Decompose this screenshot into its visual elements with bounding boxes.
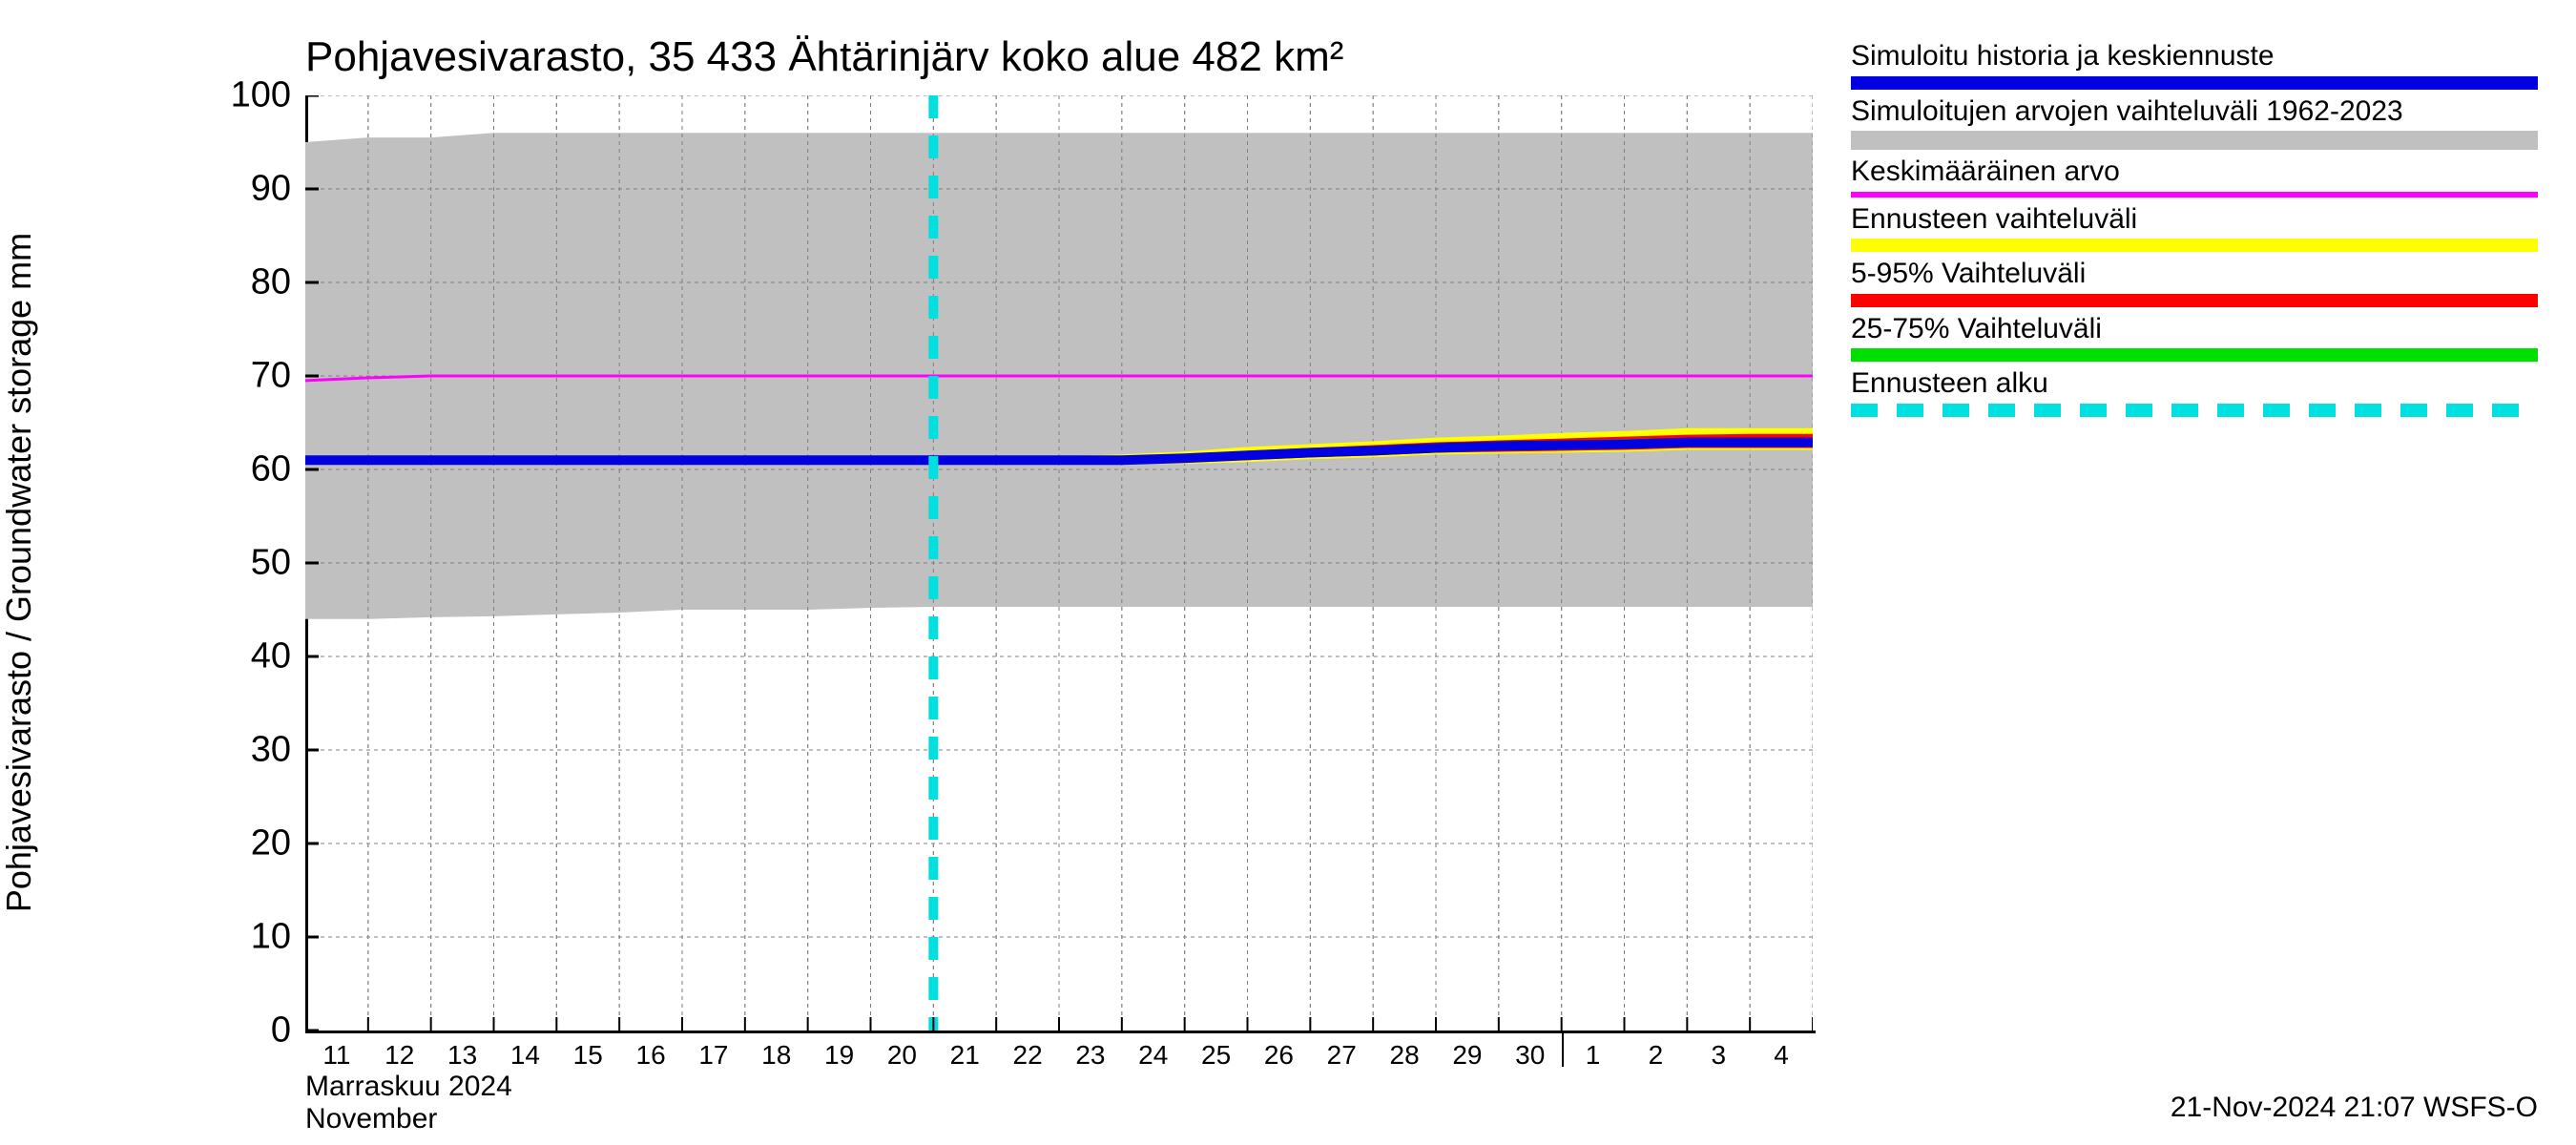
legend-item: Ennusteen alku	[1851, 365, 2538, 417]
legend-label: Simuloitujen arvojen vaihteluväli 1962-2…	[1851, 94, 2538, 130]
legend-label: Simuloitu historia ja keskiennuste	[1851, 38, 2538, 74]
legend-item: Simuloitujen arvojen vaihteluväli 1962-2…	[1851, 94, 2538, 151]
legend-swatch	[1851, 192, 2538, 198]
legend: Simuloitu historia ja keskiennuste Simulo…	[1851, 38, 2538, 421]
x-tick-label: 24	[1138, 1040, 1168, 1071]
chart-container: Pohjavesivarasto / Groundwater storage m…	[0, 0, 2576, 1145]
x-tick-label: 1	[1586, 1040, 1601, 1071]
y-tick-label: 100	[231, 75, 291, 116]
x-tick-label: 30	[1515, 1040, 1545, 1071]
x-tick-label: 13	[447, 1040, 477, 1071]
legend-swatch	[1851, 239, 2538, 252]
y-tick-label: 0	[271, 1010, 291, 1051]
x-tick-label: 27	[1327, 1040, 1357, 1071]
x-tick-label: 19	[824, 1040, 854, 1071]
chart-title: Pohjavesivarasto, 35 433 Ähtärinjärv kok…	[305, 33, 1343, 81]
chart-plot	[305, 95, 1813, 1030]
legend-swatch	[1851, 294, 2538, 307]
x-tick-label: 28	[1390, 1040, 1420, 1071]
x-tick-label: 22	[1013, 1040, 1043, 1071]
x-axis-month-fi: Marraskuu 2024	[305, 1071, 512, 1103]
legend-item: Keskimääräinen arvo	[1851, 154, 2538, 198]
legend-item: 5-95% Vaihteluväli	[1851, 256, 2538, 307]
month-divider	[1562, 1030, 1564, 1067]
legend-label: Ennusteen alku	[1851, 365, 2538, 402]
x-tick-label: 23	[1075, 1040, 1105, 1071]
legend-item: Simuloitu historia ja keskiennuste	[1851, 38, 2538, 90]
x-tick-label: 16	[636, 1040, 666, 1071]
y-tick-label: 70	[251, 356, 291, 397]
legend-swatch	[1851, 76, 2538, 90]
y-tick-label: 90	[251, 169, 291, 210]
y-tick-label: 10	[251, 917, 291, 958]
legend-swatch	[1851, 348, 2538, 362]
legend-label: 5-95% Vaihteluväli	[1851, 256, 2538, 292]
x-tick-label: 15	[573, 1040, 603, 1071]
x-tick-label: 21	[950, 1040, 980, 1071]
x-axis-month-en: November	[305, 1103, 437, 1135]
x-tick-label: 17	[698, 1040, 728, 1071]
y-tick-label: 80	[251, 262, 291, 303]
legend-swatch	[1851, 404, 2538, 417]
x-tick-label: 20	[887, 1040, 917, 1071]
x-tick-label: 18	[761, 1040, 791, 1071]
legend-label: 25-75% Vaihteluväli	[1851, 311, 2538, 347]
legend-item: Ennusteen vaihteluväli	[1851, 201, 2538, 253]
legend-label: Keskimääräinen arvo	[1851, 154, 2538, 190]
legend-swatch	[1851, 131, 2538, 150]
x-tick-label: 25	[1201, 1040, 1231, 1071]
x-tick-label: 2	[1649, 1040, 1664, 1071]
x-tick-label: 29	[1452, 1040, 1482, 1071]
y-axis-label: Pohjavesivarasto / Groundwater storage m…	[0, 233, 39, 912]
y-tick-label: 20	[251, 823, 291, 864]
legend-label: Ennusteen vaihteluväli	[1851, 201, 2538, 238]
y-tick-label: 30	[251, 730, 291, 771]
x-tick-label: 3	[1711, 1040, 1726, 1071]
x-tick-label: 26	[1264, 1040, 1294, 1071]
x-tick-label: 4	[1774, 1040, 1789, 1071]
y-tick-label: 40	[251, 636, 291, 677]
legend-item: 25-75% Vaihteluväli	[1851, 311, 2538, 363]
x-tick-label: 14	[510, 1040, 540, 1071]
x-tick-label: 12	[384, 1040, 414, 1071]
x-tick-label: 11	[322, 1040, 350, 1071]
footer-timestamp: 21-Nov-2024 21:07 WSFS-O	[2171, 1092, 2538, 1124]
y-tick-label: 50	[251, 543, 291, 584]
y-tick-label: 60	[251, 449, 291, 490]
